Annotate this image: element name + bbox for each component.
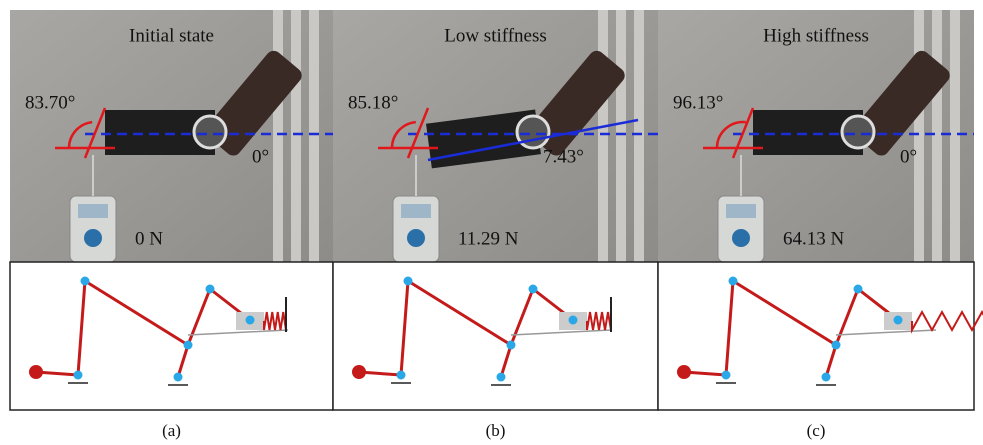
pin	[568, 315, 578, 325]
pin	[721, 370, 731, 380]
rail	[932, 10, 942, 262]
link	[509, 288, 535, 346]
rail	[309, 10, 319, 262]
rail	[634, 10, 644, 262]
force-reading: 0 N	[135, 228, 163, 249]
link	[358, 370, 402, 377]
gauge-button	[407, 229, 425, 247]
offset-angle: 0°	[252, 146, 269, 167]
pin	[831, 340, 841, 350]
pin	[245, 315, 255, 325]
pin	[73, 370, 83, 380]
link	[176, 344, 190, 378]
driver-mass	[29, 365, 43, 379]
diagram-frame	[657, 261, 975, 411]
force-reading: 64.13 N	[783, 228, 845, 249]
gauge-button	[732, 229, 750, 247]
gauge-button	[84, 229, 102, 247]
joint	[840, 114, 876, 150]
pin	[528, 284, 538, 294]
pin	[173, 372, 183, 382]
angle-ray	[731, 107, 755, 159]
link	[76, 280, 87, 376]
pin	[205, 284, 215, 294]
arm	[205, 50, 302, 156]
spring	[586, 311, 612, 331]
tilt-angle: 83.70°	[25, 92, 75, 113]
link	[407, 279, 512, 347]
tilt-angle: 96.13°	[673, 92, 723, 113]
joint	[515, 114, 551, 150]
arm	[853, 50, 950, 156]
tilt-line	[427, 118, 639, 162]
link	[84, 279, 189, 347]
guide	[187, 329, 289, 336]
gauge-screen	[726, 204, 756, 218]
offset-angle: 7.43°	[543, 146, 584, 167]
angle-ray	[83, 107, 107, 159]
rail	[273, 10, 283, 262]
driver-mass	[352, 365, 366, 379]
link	[683, 370, 727, 377]
pin	[496, 372, 506, 382]
link	[834, 288, 860, 346]
link	[35, 370, 79, 377]
driver-mass	[677, 365, 691, 379]
panel-caption: (a)	[162, 421, 181, 440]
link	[399, 280, 410, 376]
guide	[835, 329, 937, 336]
pin	[80, 276, 90, 286]
joint	[192, 114, 228, 150]
rail	[291, 10, 301, 262]
angle-arc	[67, 120, 93, 149]
pin	[728, 276, 738, 286]
link	[732, 279, 837, 347]
force-reading: 11.29 N	[458, 228, 519, 249]
gauge-screen	[401, 204, 431, 218]
angle-ray	[406, 107, 430, 159]
rail	[598, 10, 608, 262]
angle-arc	[390, 120, 416, 149]
pin	[506, 340, 516, 350]
link	[499, 344, 513, 378]
rail	[914, 10, 924, 262]
panel-caption: (c)	[807, 421, 826, 440]
pin	[183, 340, 193, 350]
gauge-screen	[78, 204, 108, 218]
link	[186, 288, 212, 346]
angle-arc	[715, 120, 746, 149]
pin	[396, 370, 406, 380]
link	[724, 280, 735, 376]
panel-caption: (b)	[486, 421, 506, 440]
rail	[616, 10, 626, 262]
offset-angle: 0°	[900, 146, 917, 167]
rail	[950, 10, 960, 262]
pin	[821, 372, 831, 382]
link	[824, 344, 838, 378]
state-title: Low stiffness	[444, 25, 547, 46]
spring	[263, 311, 287, 331]
state-title: High stiffness	[763, 25, 869, 46]
spring	[911, 309, 983, 334]
guide	[510, 329, 612, 336]
state-title: Initial state	[129, 25, 214, 46]
pin	[403, 276, 413, 286]
arm	[528, 50, 625, 156]
tilt-angle: 85.18°	[348, 92, 398, 113]
pin	[853, 284, 863, 294]
pin	[893, 315, 903, 325]
